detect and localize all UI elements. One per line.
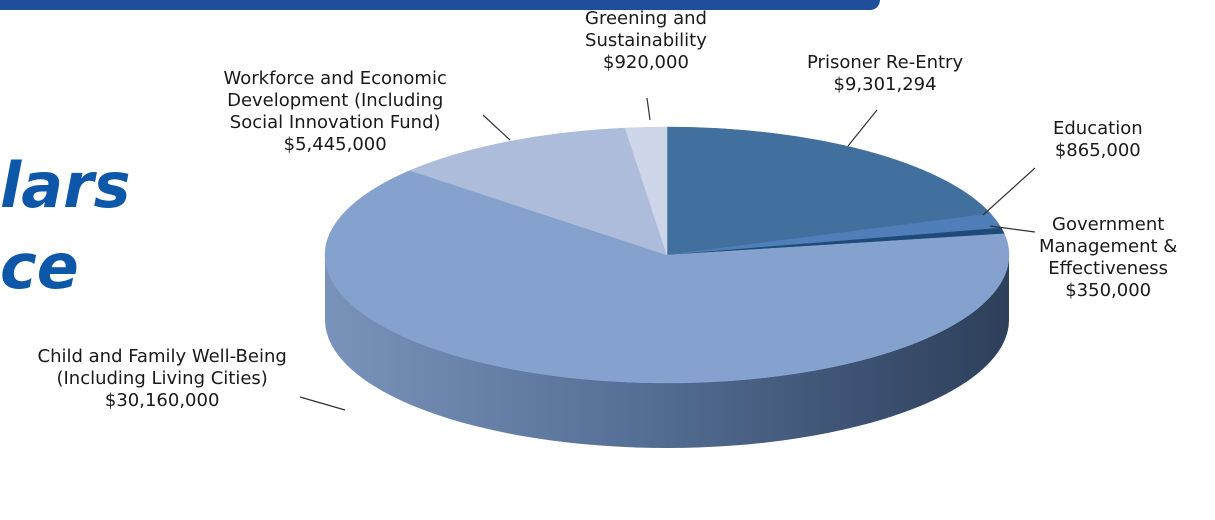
slice-label-text: Sustainability xyxy=(585,30,707,51)
slice-label-child-family: Child and Family Well-Being (Including Li… xyxy=(38,346,287,412)
heading-fragment-2: ce xyxy=(0,230,79,303)
slice-label-text: Prisoner Re-Entry xyxy=(807,52,964,73)
leader-line-child-family xyxy=(299,396,346,411)
heading-fragment-1: lars xyxy=(0,149,131,222)
pie-slice-greening xyxy=(624,126,668,256)
slice-value: $350,000 xyxy=(1065,280,1152,301)
pie-slice-child-family xyxy=(324,170,1010,384)
slice-label-text: Social Innovation Fund) xyxy=(229,112,441,133)
leader-line-education xyxy=(982,167,1036,216)
slice-value: $9,301,294 xyxy=(833,74,937,95)
slice-label-workforce: Workforce and Economic Development (Inclu… xyxy=(224,68,447,156)
slice-label-text: Government xyxy=(1052,214,1165,235)
slice-label-text: Child and Family Well-Being xyxy=(37,346,287,367)
header-accent-bar xyxy=(0,0,880,10)
slice-value: $5,445,000 xyxy=(283,134,387,155)
pie-slice-workforce xyxy=(409,127,668,256)
leader-line-government xyxy=(989,225,1036,233)
leader-line-prisoner xyxy=(847,109,878,147)
slice-label-education: Education $865,000 xyxy=(1053,118,1143,162)
slice-value: $920,000 xyxy=(603,52,689,73)
pie-side-wall xyxy=(325,255,1009,448)
slice-label-text: Education xyxy=(1053,118,1143,139)
slice-label-government: Government Management & Effectiveness $350,… xyxy=(1039,214,1177,302)
slice-label-text: Effectiveness xyxy=(1048,258,1169,279)
slice-label-text: Workforce and Economic xyxy=(223,68,447,89)
leader-line-greening xyxy=(646,97,651,121)
pie-slice-prisoner xyxy=(666,126,992,256)
slice-label-greening: Greening and Sustainability $920,000 xyxy=(585,8,707,74)
slice-label-text: Greening and xyxy=(585,8,707,29)
slice-label-text: Development (Including xyxy=(227,90,444,111)
slice-value: $30,160,000 xyxy=(104,390,220,411)
slice-label-text: (Including Living Cities) xyxy=(56,368,268,389)
slice-value: $865,000 xyxy=(1054,140,1141,161)
slice-label-prisoner: Prisoner Re-Entry $9,301,294 xyxy=(807,52,963,96)
leader-line-workforce xyxy=(482,114,511,141)
slice-label-text: Management & xyxy=(1039,236,1178,257)
